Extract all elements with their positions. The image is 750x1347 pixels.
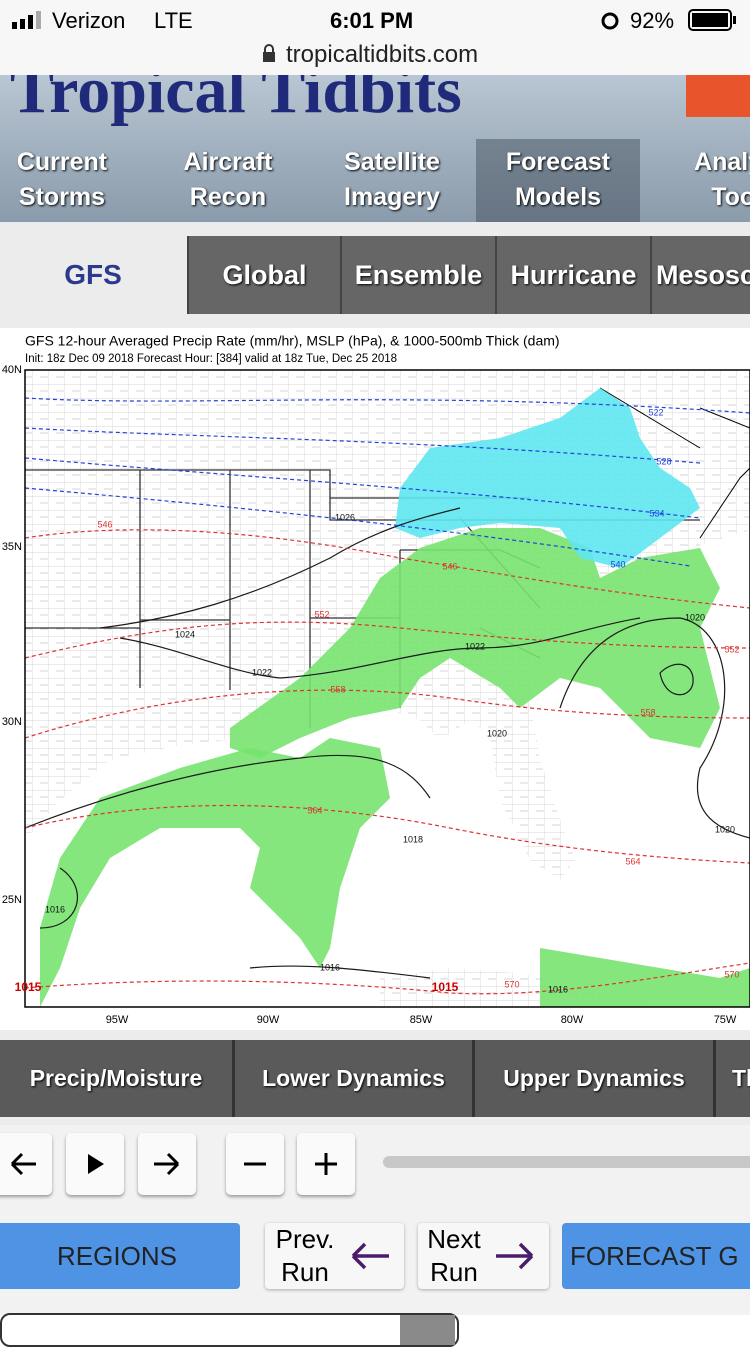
lat-label: 25N [2,894,22,906]
regions-button[interactable]: REGIONS [0,1223,240,1289]
model-tab[interactable]: Mesosc [650,236,750,314]
contour-label: 1016 [45,904,65,914]
network: LTE [154,8,193,33]
nav-item[interactable]: Analys Tools [694,148,750,211]
model-tab[interactable]: Hurricane [495,236,650,314]
forward-button[interactable] [138,1133,196,1195]
next-run-label: Next Run [427,1224,481,1287]
contour-label: 1016 [320,962,340,972]
contour-label: 534 [649,508,664,518]
url[interactable]: tropicaltidbits.com [286,41,479,68]
lock-icon [263,44,275,62]
nav-item[interactable]: Satellite Imagery [344,148,440,211]
model-tab-active[interactable]: GFS [64,259,122,290]
active-nav-bg [476,139,640,222]
map [25,370,750,1007]
lon-label: 75W [714,1014,737,1026]
forecast-button[interactable]: FORECAST G [562,1223,750,1289]
contour-label: 546 [442,561,457,571]
map-subtitle: Init: 18z Dec 09 2018 Forecast Hour: [38… [25,353,397,365]
nav-item[interactable]: Current Storms [16,148,108,211]
contour-label: 1022 [465,641,485,651]
zoom-in-button[interactable] [297,1133,355,1195]
contour-label: 1015 [432,980,459,994]
contour-label: 558 [330,684,345,694]
header-badge [686,75,750,117]
contour-label: 1015 [15,980,42,994]
right-arrow-icon [496,1242,534,1270]
nav-item[interactable]: Aircraft Recon [183,148,273,211]
status-bar: Verizon LTE 6:01 PM 92% tropicaltidbits.… [0,0,750,75]
contour-label: 1022 [252,667,272,677]
contour-label: 552 [314,609,329,619]
contour-label: 564 [625,856,640,866]
category-tab[interactable]: Precip/Moisture [0,1040,235,1117]
contour-label: 540 [610,559,625,569]
contour-label: 1026 [335,512,355,522]
site-logo[interactable]: Tropical Tidbits [10,75,462,127]
site-header: Tropical Tidbits [0,75,750,222]
lat-label: 30N [2,716,22,728]
prev-run-label: Prev. Run [275,1224,335,1287]
contour-label: 528 [656,456,671,466]
battery-icon [688,9,736,31]
map-panel: GFS 12-hour Averaged Precip Rate (mm/hr)… [2,333,750,1026]
lon-label: 80W [561,1014,584,1026]
lat-label: 35N [2,541,22,553]
input-button[interactable] [400,1315,455,1345]
zoom-out-button[interactable] [226,1133,284,1195]
lon-label: 85W [410,1014,433,1026]
contour-label: 570 [724,969,739,979]
lon-label: 95W [106,1014,129,1026]
back-button[interactable] [0,1133,52,1195]
model-tab[interactable]: Global [187,236,340,314]
contour-label: 1024 [175,629,195,639]
signal-icon [12,11,41,29]
category-tab[interactable]: Upper Dynamics [475,1040,716,1117]
contour-label: 558 [640,707,655,717]
clock: 6:01 PM [330,8,414,33]
contour-label: 546 [97,519,112,529]
contour-label: 1016 [548,984,568,994]
category-tab[interactable]: Lower Dynamics [235,1040,475,1117]
prev-run-button[interactable]: Prev. Run [265,1223,404,1289]
alarm-icon [601,12,619,30]
lat-label: 40N [2,364,22,376]
contour-label: 1018 [403,834,423,844]
left-arrow-icon [351,1242,389,1270]
lon-label: 90W [257,1014,280,1026]
battery-level: 92% [630,8,675,33]
contour-label: 564 [307,805,322,815]
contour-label: 522 [648,407,663,417]
slider-track[interactable] [383,1156,750,1168]
map-title: GFS 12-hour Averaged Precip Rate (mm/hr)… [25,333,560,349]
next-run-button[interactable]: Next Run [418,1223,549,1289]
carrier: Verizon [52,8,126,33]
nav-item[interactable]: Forecast Models [505,148,611,211]
contour-label: 570 [504,979,519,989]
model-tab[interactable]: Ensemble [340,236,495,314]
input-box[interactable] [0,1313,459,1347]
contour-label: 1020 [685,612,705,622]
contour-label: 1020 [487,728,507,738]
play-button[interactable] [66,1133,124,1195]
contour-label: 1020 [715,824,735,834]
category-tab[interactable]: Th [716,1040,750,1117]
contour-label: 552 [724,644,739,654]
